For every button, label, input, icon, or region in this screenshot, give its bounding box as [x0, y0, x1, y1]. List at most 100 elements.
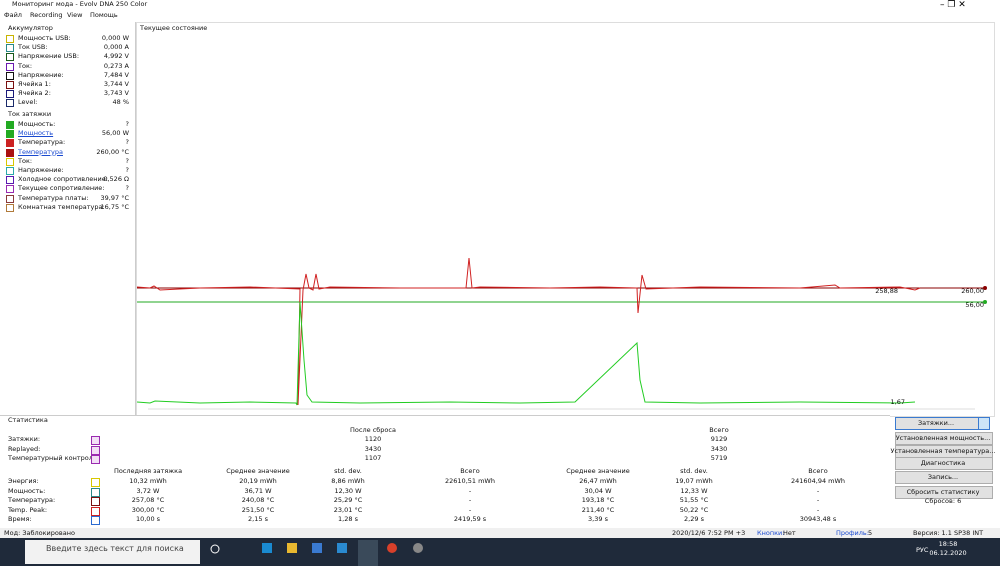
checkbox	[91, 455, 100, 464]
row-label: Ток USB:	[18, 43, 48, 52]
column-header: std. dev.	[680, 467, 708, 475]
button[interactable]	[895, 471, 993, 484]
section-title: Ток затяжки	[8, 110, 52, 118]
button[interactable]	[895, 457, 993, 470]
cell: -	[816, 505, 820, 514]
temperature-trace	[136, 257, 921, 406]
cell: 19,07 mWh	[675, 477, 713, 485]
checkbox[interactable]	[6, 167, 14, 175]
checkbox[interactable]	[6, 203, 14, 212]
menu-item[interactable]: View	[67, 11, 83, 19]
checkbox[interactable]	[6, 176, 14, 185]
row-label: Температура:	[8, 496, 56, 504]
status-text: 5	[868, 529, 873, 537]
left-panel	[0, 22, 136, 415]
app-icon[interactable]	[413, 543, 423, 553]
checkbox[interactable]	[6, 35, 14, 43]
app-icon[interactable]	[262, 543, 272, 553]
app-icon[interactable]	[287, 543, 297, 553]
row-value: 0,526 Ω	[103, 175, 129, 184]
checkbox[interactable]	[6, 130, 14, 139]
row-label: Температурный контроль:	[8, 454, 99, 462]
cell: 3430	[364, 444, 382, 453]
checkbox[interactable]	[6, 81, 14, 89]
row-value: ?	[125, 156, 129, 165]
row-label: Level:	[18, 98, 38, 107]
button-label[interactable]: Сбросить статистику	[906, 487, 980, 496]
checkbox	[91, 436, 100, 445]
app-icon[interactable]	[337, 543, 347, 553]
checkbox[interactable]	[6, 71, 14, 80]
cell: 251,50 °C	[241, 505, 275, 514]
cell: 10,32 mWh	[129, 477, 167, 485]
button[interactable]	[895, 486, 993, 499]
cell: 50,22 °C	[679, 505, 709, 514]
row-value: 3,743 V	[103, 89, 129, 98]
checkbox[interactable]	[6, 53, 14, 62]
checkbox[interactable]	[6, 99, 14, 108]
menu-item[interactable]: Помощь	[90, 11, 118, 19]
button-label[interactable]: Установленная температура...	[890, 446, 996, 455]
row-label: Ячейка 2:	[18, 89, 51, 98]
search-box[interactable]	[25, 540, 200, 564]
search-placeholder: Введите здесь текст для поиска	[46, 544, 184, 553]
window-controls: – ❐ ✕	[940, 0, 966, 10]
status-text: 2020/12/6 7:52 PM +3	[672, 529, 746, 537]
column-header: Всего	[808, 467, 828, 475]
trace-label: 1,67	[890, 398, 905, 406]
reset-count: Сбросов: 6	[924, 497, 962, 505]
trace-label: 260,00	[961, 287, 984, 295]
setpoint-dot	[983, 286, 987, 290]
row-label: Температура платы:	[18, 193, 89, 202]
menu-item[interactable]: Recording	[30, 11, 63, 19]
checkbox[interactable]	[6, 121, 14, 129]
app-icon[interactable]	[387, 543, 397, 553]
row-value: ?	[125, 120, 129, 128]
checkbox	[91, 487, 100, 497]
checkbox[interactable]	[6, 44, 14, 53]
row-label: Ток:	[18, 156, 33, 165]
checkbox[interactable]	[6, 62, 14, 71]
row-value: 0,273 A	[103, 61, 129, 70]
button[interactable]	[895, 432, 993, 445]
row-label: Replayed:	[8, 444, 41, 453]
checkbox[interactable]	[6, 139, 14, 148]
checkbox[interactable]	[6, 90, 14, 99]
app-icon[interactable]	[312, 543, 322, 553]
button-label[interactable]: Диагностика	[920, 458, 966, 467]
cell: 23,01 °C	[333, 505, 363, 514]
row-label[interactable]: Мощность	[18, 129, 54, 138]
cell: 1107	[364, 454, 382, 462]
checkbox[interactable]	[6, 157, 14, 166]
checkbox	[91, 445, 100, 455]
checkbox[interactable]	[6, 148, 14, 157]
checkbox	[91, 516, 100, 525]
title-bar	[0, 0, 1000, 10]
cell: 300,00 °C	[131, 505, 165, 514]
button-label[interactable]: Запись...	[927, 472, 959, 481]
cell: 3,39 s	[588, 515, 608, 523]
cell: 25,29 °C	[333, 496, 363, 504]
row-label: Комнатная температура:	[18, 202, 105, 211]
row-label: Напряжение:	[18, 166, 64, 174]
row-value: ?	[125, 138, 129, 147]
row-value: 0,000 A	[103, 43, 129, 52]
trace-label: 56,00	[965, 301, 984, 309]
checkbox[interactable]	[6, 185, 14, 194]
cell: -	[468, 486, 472, 495]
menu-bar	[0, 10, 1000, 22]
button[interactable]	[978, 417, 990, 430]
column-header: Среднее значение	[226, 467, 290, 475]
app-icon[interactable]	[358, 540, 378, 566]
button-label[interactable]: Затяжки...	[917, 418, 955, 427]
column-header: std. dev.	[334, 467, 362, 475]
row-value: 260,00 °C	[96, 147, 129, 156]
row-label[interactable]: Температура	[18, 147, 63, 156]
row-value: 3,744 V	[103, 80, 129, 88]
menu-item[interactable]: Файл	[4, 11, 22, 19]
button-label[interactable]: Установленная мощность...	[895, 433, 991, 442]
row-value: 39,97 °C	[100, 193, 129, 202]
checkbox[interactable]	[6, 194, 14, 203]
task-icon[interactable]	[210, 544, 220, 554]
